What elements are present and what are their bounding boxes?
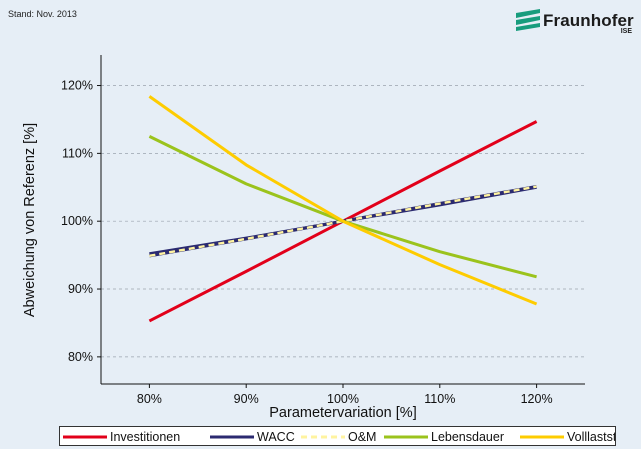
stand-date-label: Stand: Nov. 2013 [8,9,77,19]
y-tick-label: 90% [68,282,93,296]
x-tick-label: 100% [327,392,359,406]
x-tick-label: 90% [234,392,259,406]
legend-label-o-m: O&M [348,430,376,444]
x-axis-title: Parametervariation [%] [269,405,416,421]
x-tick-labels: 80% 90% 100% 110% 120% [137,384,553,406]
legend-label-volllaststunden: Volllaststunden [567,430,615,444]
series-line-o-m [149,185,537,257]
legend: Investitionen WACC O&M Lebensdauer Volllasts… [59,426,641,446]
series-lines [148,95,538,323]
y-tick-labels: 80% 90% 100% 110% 120% [61,79,101,364]
series-line-lebensdauer [148,135,537,279]
legend-items: Investitionen WACC O&M Lebensdauer Volllasts… [63,430,641,444]
legend-label-wacc: WACC [257,430,295,444]
series-line-volllaststunden [148,95,538,306]
y-tick-label: 120% [61,79,93,93]
y-axis-title: Abweichung von Referenz [%] [22,123,38,317]
y-tick-label: 110% [62,146,93,160]
legend-label-investitionen: Investitionen [110,430,180,444]
y-tick-label: 100% [61,214,93,228]
x-tick-label: 80% [137,392,162,406]
fraunhofer-logo-icon [516,9,540,31]
logo-sub: ISE [620,28,632,35]
y-tick-label: 80% [68,350,93,364]
logo-name: Fraunhofer [543,11,634,30]
x-tick-label: 110% [424,392,455,406]
legend-label-lebensdauer: Lebensdauer [431,430,504,444]
x-tick-label: 120% [521,392,553,406]
fraunhofer-logo: Fraunhofer ISE [514,6,638,36]
